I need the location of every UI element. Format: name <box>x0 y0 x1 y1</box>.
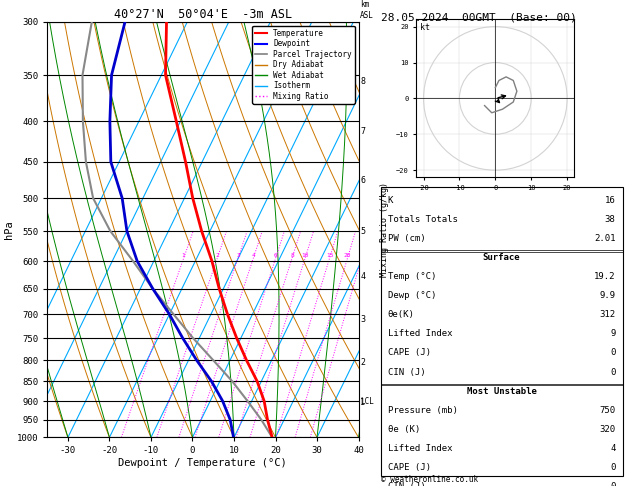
Title: 40°27'N  50°04'E  -3m ASL: 40°27'N 50°04'E -3m ASL <box>114 8 292 21</box>
Text: 9: 9 <box>610 330 615 338</box>
Text: Mixing Ratio (g/kg): Mixing Ratio (g/kg) <box>381 182 389 277</box>
Text: 6: 6 <box>360 176 365 185</box>
Text: 10: 10 <box>301 253 309 258</box>
Text: 0: 0 <box>610 367 615 377</box>
Text: 9.9: 9.9 <box>599 291 615 300</box>
Text: 2.01: 2.01 <box>594 234 615 243</box>
Text: 1: 1 <box>182 253 186 258</box>
Text: 312: 312 <box>599 310 615 319</box>
Text: 3: 3 <box>360 315 365 324</box>
Text: 750: 750 <box>599 406 615 415</box>
X-axis label: Dewpoint / Temperature (°C): Dewpoint / Temperature (°C) <box>118 458 287 468</box>
Text: © weatheronline.co.uk: © weatheronline.co.uk <box>381 474 477 484</box>
Text: θe(K): θe(K) <box>388 310 415 319</box>
Y-axis label: hPa: hPa <box>4 220 14 239</box>
Text: 28.05.2024  00GMT  (Base: 00): 28.05.2024 00GMT (Base: 00) <box>381 12 576 22</box>
Text: 2: 2 <box>360 358 365 367</box>
Text: Lifted Index: Lifted Index <box>388 330 452 338</box>
Text: 6: 6 <box>274 253 277 258</box>
Text: 4: 4 <box>252 253 255 258</box>
Text: Temp (°C): Temp (°C) <box>388 272 436 281</box>
Text: K: K <box>388 196 393 205</box>
Text: 8: 8 <box>360 77 365 87</box>
Text: 3: 3 <box>236 253 240 258</box>
Text: 38: 38 <box>604 215 615 224</box>
Text: 20: 20 <box>343 253 351 258</box>
Text: CAPE (J): CAPE (J) <box>388 463 431 472</box>
Text: km
ASL: km ASL <box>360 0 374 20</box>
Text: CAPE (J): CAPE (J) <box>388 348 431 358</box>
Text: 7: 7 <box>360 127 365 136</box>
Text: Surface: Surface <box>483 253 520 262</box>
Text: 0: 0 <box>610 482 615 486</box>
Text: Pressure (mb): Pressure (mb) <box>388 406 458 415</box>
Text: CIN (J): CIN (J) <box>388 482 425 486</box>
Text: PW (cm): PW (cm) <box>388 234 425 243</box>
Legend: Temperature, Dewpoint, Parcel Trajectory, Dry Adiabat, Wet Adiabat, Isotherm, Mi: Temperature, Dewpoint, Parcel Trajectory… <box>252 26 355 104</box>
Text: Dewp (°C): Dewp (°C) <box>388 291 436 300</box>
Text: 16: 16 <box>604 196 615 205</box>
Text: 320: 320 <box>599 425 615 434</box>
Text: 4: 4 <box>610 444 615 453</box>
Text: 2: 2 <box>215 253 219 258</box>
Text: 15: 15 <box>326 253 333 258</box>
Text: θe (K): θe (K) <box>388 425 420 434</box>
Text: 5: 5 <box>360 226 365 236</box>
Text: Lifted Index: Lifted Index <box>388 444 452 453</box>
Text: kt: kt <box>420 23 430 32</box>
Text: 0: 0 <box>610 463 615 472</box>
Text: CIN (J): CIN (J) <box>388 367 425 377</box>
Text: 8: 8 <box>290 253 294 258</box>
Text: Most Unstable: Most Unstable <box>467 387 537 396</box>
Text: LCL: LCL <box>360 397 374 405</box>
Text: 0: 0 <box>610 348 615 358</box>
Text: 19.2: 19.2 <box>594 272 615 281</box>
Text: Totals Totals: Totals Totals <box>388 215 458 224</box>
Text: 4: 4 <box>360 272 365 281</box>
Text: 1: 1 <box>360 399 365 407</box>
